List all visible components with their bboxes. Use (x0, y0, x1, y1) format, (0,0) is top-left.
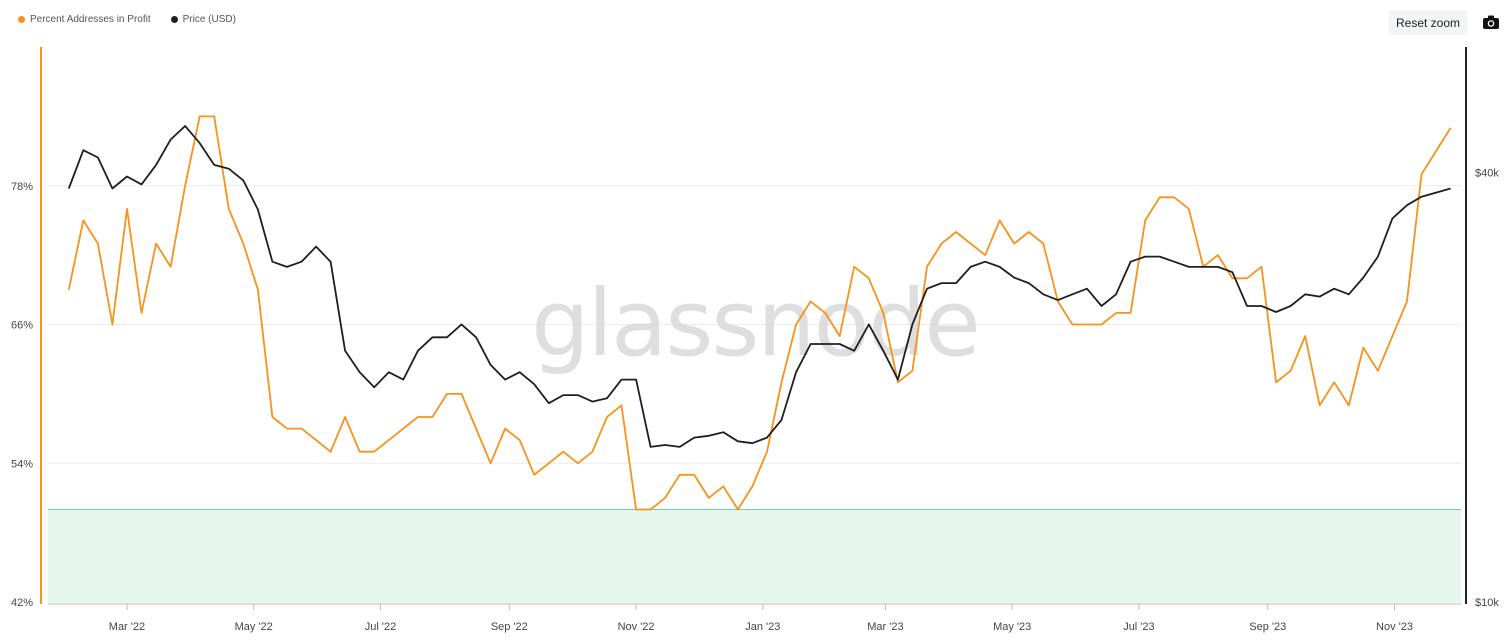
y-left-tick-label: 66% (11, 320, 33, 332)
watermark: glassnode (531, 270, 979, 377)
camera-icon[interactable] (1482, 14, 1500, 30)
x-tick-label: May '22 (235, 621, 273, 633)
x-tick-label: Mar '23 (867, 621, 903, 633)
legend-item-profit[interactable]: Percent Addresses in Profit (18, 14, 151, 25)
reset-zoom-button[interactable]: Reset zoom (1389, 10, 1467, 35)
axes-layer: 42% 54% 66% 78% $10k $40k Mar '22 May '22 Jul '2… (11, 47, 1499, 633)
legend-label-profit: Percent Addresses in Profit (30, 14, 151, 25)
profit-band (48, 509, 1461, 602)
x-tick-label: Sep '22 (491, 621, 528, 633)
y-right-tick-label: $40k (1475, 168, 1499, 180)
legend-dot-profit (18, 16, 25, 23)
x-tick-label: Nov '22 (618, 621, 655, 633)
x-tick-label: Mar '22 (109, 621, 145, 633)
band-layer (48, 509, 1461, 602)
legend-item-price[interactable]: Price (USD) (170, 14, 236, 25)
series-line-price (67, 125, 1451, 448)
series-line-profit (67, 115, 1452, 511)
legend-label-price: Price (USD) (182, 14, 236, 25)
legend-dot-price (170, 16, 178, 23)
y-left-tick-label: 42% (11, 597, 33, 609)
x-tick-label: Jul '22 (365, 621, 396, 633)
x-tick-label: Nov '23 (1376, 621, 1413, 633)
x-tick-label: Sep '23 (1249, 621, 1286, 633)
y-left-tick-label: 78% (11, 181, 33, 193)
x-tick-label: Jul '23 (1123, 621, 1154, 633)
legend: Percent Addresses in Profit Price (USD) (18, 14, 236, 25)
series-layer (67, 115, 1452, 511)
x-tick-label: May '23 (993, 621, 1031, 633)
y-right-tick-label: $10k (1475, 597, 1499, 609)
y-left-tick-label: 54% (11, 458, 33, 470)
x-tick-label: Jan '23 (745, 621, 780, 633)
